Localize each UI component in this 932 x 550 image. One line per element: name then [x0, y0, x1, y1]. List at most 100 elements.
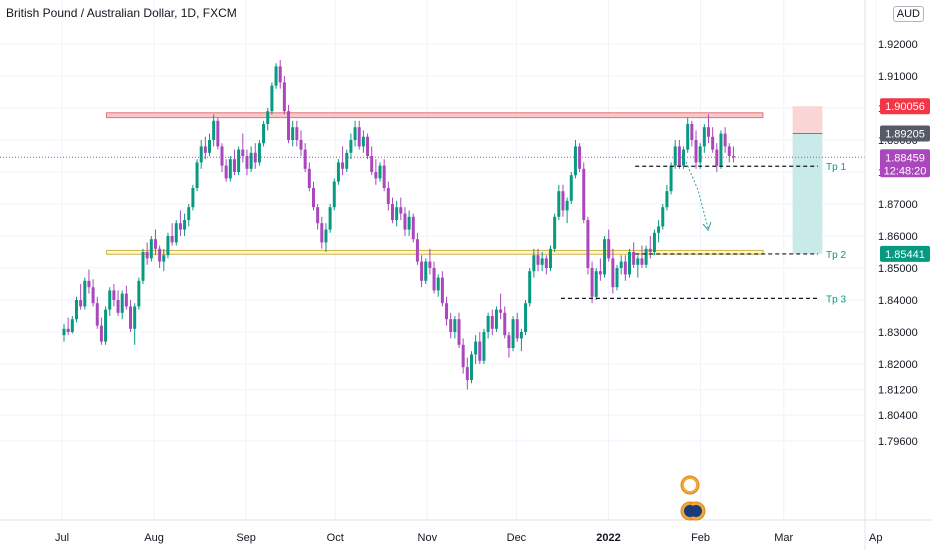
short-position-tool[interactable] [792, 106, 823, 254]
candle-body [415, 239, 419, 262]
candle-body [715, 149, 719, 166]
candle-body [519, 332, 523, 339]
candle-body [515, 319, 519, 339]
candle-body [257, 143, 261, 163]
candle-body [270, 85, 274, 112]
currency-badge[interactable]: AUD [892, 6, 924, 22]
candle-body [382, 165, 386, 188]
candle-series [0, 60, 865, 390]
candle-body [332, 181, 336, 208]
candle-body [727, 146, 731, 156]
reward-area [792, 133, 823, 254]
candle-body [711, 136, 715, 150]
candle-body [594, 271, 598, 297]
time-tick-label: Ap [869, 532, 882, 544]
candle-body [187, 207, 191, 220]
candle-body [158, 248, 162, 262]
candle-body [299, 140, 303, 150]
candle-body [544, 258, 548, 268]
time-tick-label: Sep [236, 532, 256, 544]
candle-body [627, 252, 631, 275]
time-tick-label: Aug [144, 532, 164, 544]
projection-arrow [685, 161, 712, 231]
candle-body [474, 341, 478, 355]
candle-body [644, 248, 648, 265]
candle-body [216, 120, 220, 147]
price-tick-label: 1.83000 [878, 327, 918, 339]
price-label-box [880, 98, 930, 115]
price-tick-label: 1.80400 [878, 410, 918, 422]
candle-body [677, 146, 681, 166]
candle-body [494, 309, 498, 329]
candle-body [228, 159, 232, 179]
candle-body [682, 149, 686, 166]
candle-body [99, 325, 103, 342]
candle-body [174, 223, 178, 243]
resistance-zone [106, 112, 764, 119]
candle-body [598, 271, 602, 275]
candle-body [719, 133, 723, 166]
candle-body [178, 223, 182, 230]
candle-body [291, 127, 295, 140]
target-lines: Tp 1 Tp 2 Tp 3 [560, 162, 846, 305]
candle-body [170, 236, 174, 243]
candle-body [320, 223, 324, 243]
candle-body [70, 319, 74, 332]
candle-body [366, 136, 370, 156]
price-label-text: 1.85441 [885, 249, 925, 261]
candle-body [673, 146, 677, 166]
price-axis[interactable]: 1.920001.910001.900001.890001.880001.870… [864, 0, 918, 550]
candle-body [694, 140, 698, 163]
candle-body [623, 261, 627, 275]
candle-body [108, 290, 112, 310]
candle-body [573, 146, 577, 176]
candle-body [636, 258, 640, 265]
candle-body [507, 335, 511, 348]
flags-icon[interactable] [676, 475, 712, 523]
candle-body [395, 207, 399, 220]
candle-body [640, 258, 644, 265]
candle-body [249, 152, 253, 169]
candle-body [486, 316, 490, 332]
candle-body [453, 319, 457, 332]
candle-body [553, 216, 557, 249]
time-tick-label: Feb [691, 532, 710, 544]
candle-body [407, 216, 411, 230]
candle-body [440, 277, 444, 304]
candle-body [124, 293, 128, 307]
time-axis[interactable]: Jul Aug Sep Oct Nov Dec 2022 Feb Mar Ap [0, 519, 932, 544]
candle-body [237, 149, 241, 172]
candle-body [104, 309, 108, 342]
candle-body [212, 120, 216, 140]
candle-body [137, 280, 141, 307]
price-tick-label: 1.84000 [878, 295, 918, 307]
candle-body [461, 344, 465, 368]
candle-body [465, 367, 469, 380]
candle-body [303, 149, 307, 169]
zone-layer [106, 112, 764, 255]
risk-area [792, 106, 823, 134]
candle-body [208, 140, 212, 153]
candle-body [262, 124, 266, 144]
candle-body [669, 165, 673, 192]
candle-body [274, 66, 278, 86]
candle-body [62, 328, 66, 336]
candle-body [191, 188, 195, 208]
candle-body [349, 140, 353, 153]
candle-body [162, 255, 166, 262]
candle-body [536, 255, 540, 265]
candle-body [116, 300, 120, 313]
candle-body [79, 300, 83, 307]
price-tick-label: 1.87000 [878, 199, 918, 211]
candle-body [403, 213, 407, 230]
candle-body [632, 252, 636, 265]
candle-body [307, 168, 311, 188]
time-tick-label: Dec [507, 532, 527, 544]
candle-body [87, 280, 91, 288]
candle-body [345, 152, 349, 169]
candle-body [399, 207, 403, 214]
candle-body [582, 168, 586, 220]
price-tick-label: 1.91000 [878, 71, 918, 83]
candle-body [353, 127, 357, 140]
